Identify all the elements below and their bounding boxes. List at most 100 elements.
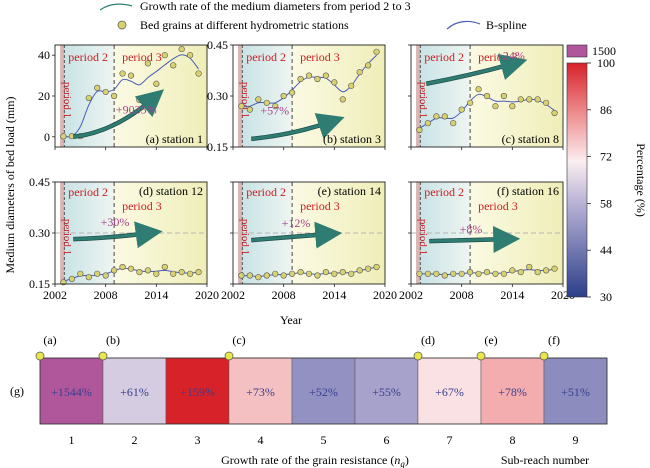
station-marker-point bbox=[413, 351, 423, 361]
x-tick-label: 2008 bbox=[94, 288, 118, 302]
data-point bbox=[441, 113, 448, 120]
data-point bbox=[94, 270, 101, 277]
colorbar-tick-label: 30 bbox=[600, 290, 612, 304]
x-tick-label: 2002 bbox=[221, 288, 245, 302]
data-point bbox=[170, 62, 177, 69]
data-point bbox=[500, 92, 507, 100]
heatmap-cell-label: +61% bbox=[120, 385, 149, 399]
heatmap-cell-label: +52% bbox=[309, 385, 338, 399]
period-2-label: period 2 bbox=[246, 185, 286, 199]
station-marker-label: (b) bbox=[106, 333, 120, 347]
period-1-label: period 1 bbox=[239, 219, 251, 255]
panel-station: period 1 period 2 period 3 +57% (b) station … bbox=[207, 38, 386, 154]
heatmap-right-label: Sub-reach number bbox=[501, 453, 589, 467]
growth-arrow bbox=[73, 225, 159, 244]
colorbar-tick-label: 100 bbox=[597, 56, 615, 70]
data-point bbox=[144, 60, 151, 67]
station-marker-label: (c) bbox=[232, 333, 245, 347]
data-point bbox=[348, 82, 355, 89]
growth-rate-label: +8% bbox=[460, 222, 483, 236]
data-point bbox=[526, 96, 533, 103]
period-2-label: period 2 bbox=[424, 50, 464, 64]
legend-point-icon bbox=[117, 20, 127, 30]
data-point bbox=[373, 48, 380, 55]
period-1-label: period 1 bbox=[61, 82, 73, 118]
colorbar-ticks: 100 86 72 58 44 30 bbox=[587, 56, 615, 304]
period-1-label: period 1 bbox=[61, 219, 73, 255]
panel-station: period 1 period 2 period 3 +8% (f) station 1… bbox=[399, 181, 575, 302]
x-tick-label: 2020 bbox=[373, 288, 397, 302]
data-point bbox=[119, 70, 126, 77]
x-tick-label: 2008 bbox=[272, 288, 296, 302]
data-point bbox=[280, 92, 287, 100]
sub-reach-number: 1 bbox=[69, 433, 75, 447]
data-point bbox=[458, 106, 465, 113]
data-point bbox=[483, 92, 491, 100]
data-point bbox=[263, 272, 270, 279]
legend: Growth rate of the medium diameters from… bbox=[99, 0, 527, 32]
x-axis-label: Year bbox=[280, 313, 302, 327]
data-point bbox=[297, 75, 304, 83]
y-tick-label: 0 bbox=[44, 130, 50, 144]
colorbar-tick-label: 72 bbox=[600, 150, 612, 164]
heatmap-cell bbox=[543, 357, 608, 425]
data-point bbox=[314, 75, 321, 83]
data-point bbox=[238, 272, 245, 279]
panel-title: (d) station 12 bbox=[139, 184, 203, 198]
data-point bbox=[416, 270, 423, 277]
colorbar-top-swatch-label: 1500 bbox=[592, 44, 616, 58]
data-point bbox=[102, 272, 109, 279]
station-marker-label: (f) bbox=[548, 333, 560, 347]
panel-title: (a) station 1 bbox=[146, 132, 203, 146]
data-point bbox=[517, 269, 524, 276]
data-point bbox=[102, 88, 109, 96]
data-point bbox=[492, 103, 499, 110]
heatmap-frame bbox=[39, 357, 608, 425]
data-point bbox=[127, 72, 135, 79]
data-point bbox=[289, 270, 296, 277]
x-tick-label: 2014 bbox=[144, 288, 168, 302]
legend-growth-arrow-icon bbox=[99, 3, 133, 11]
data-point bbox=[475, 270, 482, 277]
data-point bbox=[500, 270, 507, 277]
growth-arrow bbox=[429, 230, 516, 249]
bspline-curve bbox=[63, 54, 199, 138]
panel-station: period 1 period 2 period 3 +30% (d) station … bbox=[29, 175, 219, 302]
x-tick-label: 2014 bbox=[500, 288, 524, 302]
data-point bbox=[195, 70, 202, 77]
period-2-label: period 2 bbox=[68, 50, 108, 64]
data-point bbox=[153, 80, 160, 87]
period-2-label: period 2 bbox=[68, 185, 108, 199]
heatmap-cell-label: +159% bbox=[180, 385, 215, 399]
heatmap-cell-label: +67% bbox=[435, 385, 464, 399]
y-tick-label: 0.45 bbox=[29, 175, 50, 189]
x-tick-label: 2020 bbox=[195, 288, 219, 302]
data-point bbox=[348, 270, 355, 277]
data-point bbox=[551, 109, 558, 117]
data-point bbox=[322, 72, 329, 79]
sub-reach-number: 2 bbox=[132, 433, 138, 447]
data-point bbox=[433, 270, 440, 277]
y-tick-label: 0.45 bbox=[207, 38, 228, 52]
period-1-band bbox=[60, 45, 65, 147]
data-point bbox=[60, 133, 67, 140]
heatmap-cell-label: +55% bbox=[372, 385, 401, 399]
period-3-label: period 3 bbox=[478, 199, 518, 213]
data-point bbox=[136, 269, 143, 276]
data-point bbox=[187, 270, 194, 277]
sub-reach-number: 6 bbox=[384, 433, 390, 447]
data-point bbox=[534, 96, 541, 103]
sub-reach-number: 7 bbox=[447, 433, 453, 447]
data-point bbox=[255, 274, 262, 281]
colorbar-top-swatch bbox=[566, 44, 588, 58]
data-point bbox=[450, 120, 457, 127]
heatmap-cell bbox=[165, 357, 230, 425]
y-axis-label: Medium diameters of bed load (mm) bbox=[3, 97, 17, 274]
data-point bbox=[161, 52, 168, 59]
legend-bspline-icon bbox=[446, 20, 481, 30]
legend-bspline-label: B-spline bbox=[486, 18, 527, 32]
data-point bbox=[424, 120, 431, 127]
colorbar-tick-label: 58 bbox=[600, 196, 612, 210]
sub-reach-number: 5 bbox=[321, 433, 327, 447]
heatmap-cell bbox=[480, 357, 545, 425]
